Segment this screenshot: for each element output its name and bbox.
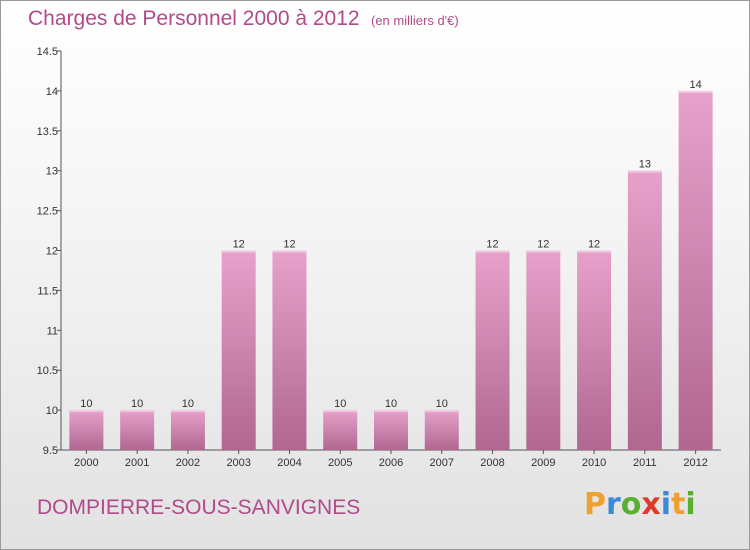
x-tick-label: 2012: [683, 457, 707, 469]
y-tick-label: 14.5: [37, 46, 58, 58]
bar-highlight: [69, 410, 104, 413]
chart-subtitle: (en milliers d'€): [371, 13, 459, 28]
bar-value-label: 10: [182, 398, 194, 410]
bar: [272, 250, 307, 450]
bar: [374, 410, 408, 450]
bar-value-label: 10: [385, 398, 397, 410]
bar-value-label: 10: [80, 398, 92, 410]
bar-value-label: 10: [131, 398, 143, 410]
y-tick-label: 11: [47, 325, 58, 337]
chart-labels: 10 2000 10 2001 10 2002 12 2003 12 2004 10 2005 10 20…: [74, 79, 708, 469]
bar: [69, 410, 104, 450]
bar: [424, 410, 459, 450]
x-tick-label: 2007: [430, 457, 454, 469]
brand-letter: i: [685, 487, 696, 522]
bar-highlight: [272, 250, 307, 253]
y-tick-label: 12: [46, 246, 58, 258]
y-tick-label: 9.5: [43, 445, 58, 457]
bar-value-label: 10: [436, 398, 448, 410]
bar-highlight: [170, 410, 205, 413]
bar-value-label: 12: [537, 239, 549, 251]
bar-highlight: [221, 250, 256, 253]
y-tick-label: 13: [46, 166, 58, 178]
x-tick-label: 2008: [480, 457, 504, 469]
bar: [323, 410, 358, 450]
bar: [120, 410, 155, 450]
y-tick-label: 10.5: [37, 365, 58, 377]
x-tick-label: 2010: [582, 457, 606, 469]
bar-value-label: 12: [486, 239, 498, 251]
chart-axes: 9.5 10 10.5 11 11.5 12 12.5 13 13.5 14 14.5: [37, 46, 721, 457]
x-tick-label: 2009: [531, 457, 555, 469]
bar-highlight: [627, 170, 662, 173]
chart-title: Charges de Personnel 2000 à 2012: [28, 7, 360, 30]
brand-letter: r: [606, 487, 621, 522]
brand-letter: t: [671, 487, 686, 522]
bar-highlight: [475, 250, 510, 253]
bar-value-label: 10: [334, 398, 346, 410]
y-tick-label: 14: [46, 86, 58, 98]
y-tick-label: 13.5: [37, 126, 58, 138]
x-tick-label: 2006: [379, 457, 403, 469]
city-name: DOMPIERRE-SOUS-SANVIGNES: [37, 496, 361, 519]
x-tick-label: 2002: [176, 457, 200, 469]
bar-value-label: 14: [689, 79, 701, 91]
x-tick-label: 2005: [328, 457, 352, 469]
brand-logo: Proxiti: [584, 487, 696, 522]
brand-letter: o: [620, 487, 642, 522]
chart-bars: [69, 90, 713, 451]
bar-highlight: [120, 410, 155, 413]
bar-value-label: 12: [283, 239, 295, 251]
bar: [678, 90, 713, 451]
x-tick-label: 2001: [125, 457, 149, 469]
x-tick-label: 2011: [633, 457, 657, 469]
y-tick-label: 11.5: [37, 285, 58, 297]
y-tick-label: 12.5: [37, 206, 58, 218]
bar-highlight: [577, 250, 612, 253]
bar: [221, 250, 256, 450]
brand-letter: P: [584, 487, 606, 522]
bar: [475, 250, 510, 450]
bar-highlight: [374, 410, 408, 413]
x-tick-label: 2003: [226, 457, 250, 469]
bar-value-label: 13: [639, 159, 651, 171]
bar-highlight: [323, 410, 358, 413]
bar-highlight: [678, 90, 713, 93]
x-tick-label: 2004: [277, 457, 301, 469]
brand-letter: x: [641, 487, 661, 522]
bar-value-label: 12: [233, 239, 245, 251]
y-tick-label: 10: [46, 405, 58, 417]
brand-letter: i: [660, 487, 672, 522]
bar: [577, 250, 612, 450]
bar-value-label: 12: [588, 239, 600, 251]
bar-highlight: [526, 250, 561, 253]
bar-highlight: [424, 410, 459, 413]
x-tick-label: 2000: [74, 457, 98, 469]
bar: [627, 170, 662, 450]
bar: [170, 410, 205, 450]
bar: [526, 250, 561, 450]
